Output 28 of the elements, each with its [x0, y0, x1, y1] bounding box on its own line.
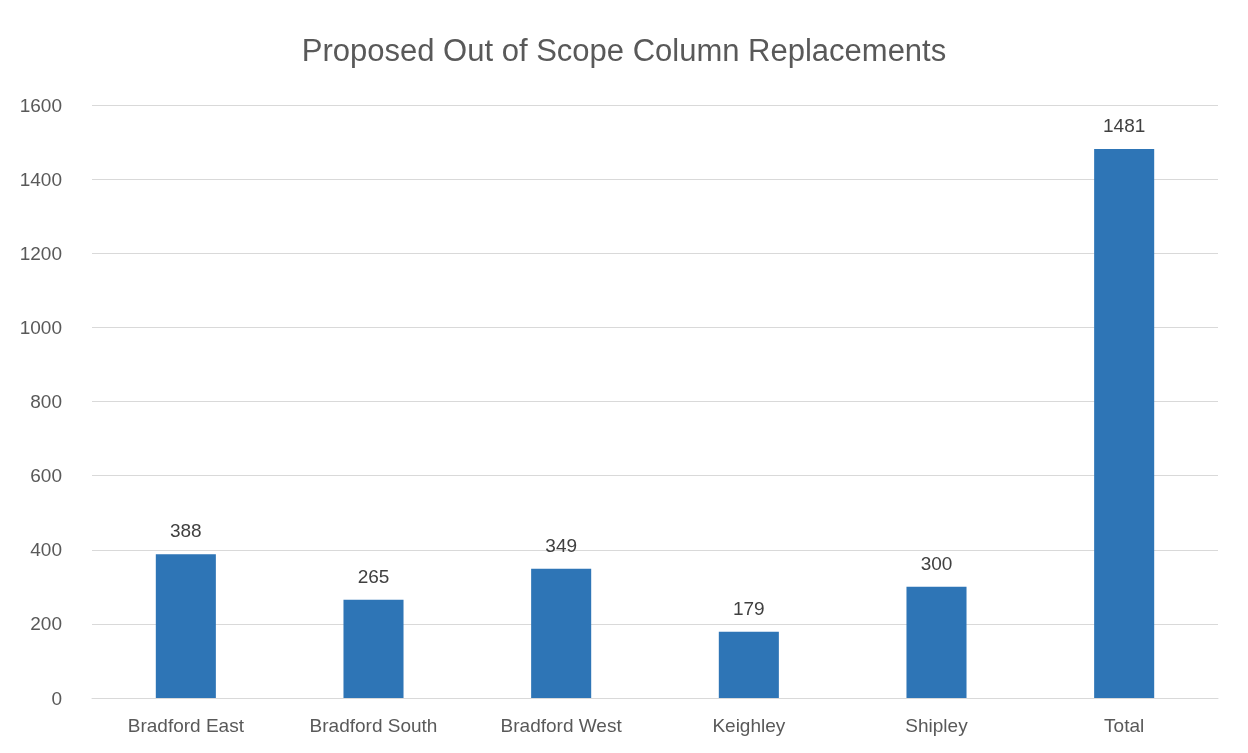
- y-tick-label: 600: [30, 465, 62, 487]
- data-label: 179: [732, 597, 765, 619]
- x-tick-label: Keighley: [712, 715, 786, 736]
- x-tick-label: Shipley: [905, 715, 969, 736]
- y-tick-label: 400: [30, 539, 62, 561]
- y-tick-label: 200: [30, 613, 62, 635]
- data-label: 349: [545, 534, 578, 556]
- y-tick-label: 1600: [19, 94, 62, 116]
- x-tick-label: Bradford South: [309, 715, 438, 736]
- chart-title: Proposed Out of Scope Column Replacements: [301, 33, 947, 68]
- y-tick-label: 1000: [19, 316, 62, 338]
- y-tick-label: 0: [51, 687, 62, 709]
- x-tick-label: Bradford East: [127, 715, 245, 736]
- data-label: 1481: [1103, 115, 1146, 137]
- y-tick-label: 1400: [19, 168, 62, 190]
- bar: [531, 568, 592, 698]
- y-tick-label: 1200: [19, 242, 62, 264]
- data-label: 300: [920, 552, 953, 574]
- x-tick-label: Bradford West: [500, 715, 623, 736]
- bar: [1094, 149, 1155, 698]
- bar: [343, 599, 404, 698]
- data-label: 388: [169, 520, 202, 542]
- bar: [718, 631, 779, 698]
- bar: [155, 554, 216, 698]
- x-tick-label: Total: [1104, 715, 1145, 736]
- y-tick-label: 800: [30, 391, 62, 412]
- data-label: 265: [357, 565, 390, 587]
- bar: [906, 586, 967, 698]
